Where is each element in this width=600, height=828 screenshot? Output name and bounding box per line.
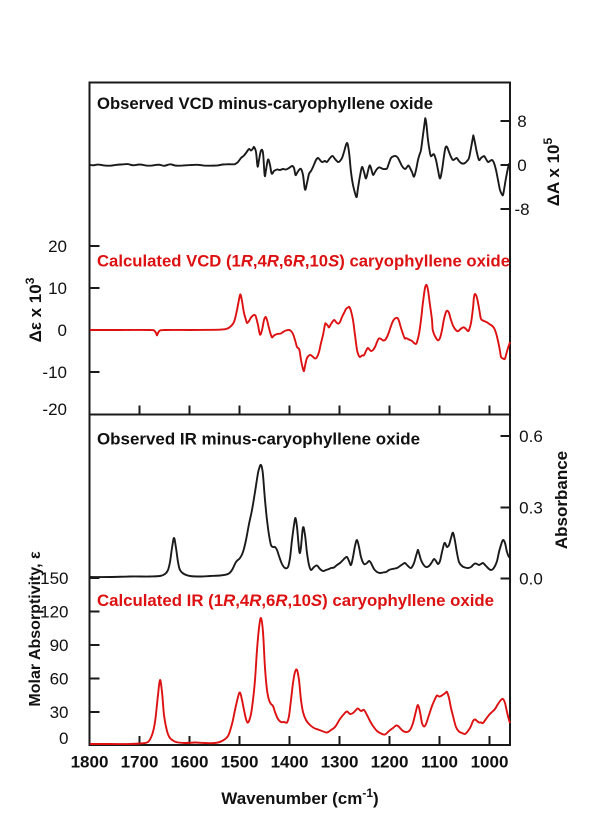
svg-text:Observed IR minus-caryophyllen: Observed IR minus-caryophyllene oxide xyxy=(97,430,420,449)
svg-text:10: 10 xyxy=(48,279,67,298)
svg-text:1500: 1500 xyxy=(221,753,259,772)
svg-text:1700: 1700 xyxy=(121,753,159,772)
svg-text:0: 0 xyxy=(517,156,526,175)
svg-text:Absorbance: Absorbance xyxy=(552,451,571,549)
svg-text:-20: -20 xyxy=(42,400,67,419)
svg-text:ΔA x 105: ΔA x 105 xyxy=(541,138,563,207)
svg-text:1400: 1400 xyxy=(271,753,309,772)
svg-text:8: 8 xyxy=(517,112,526,131)
svg-text:Molar Absorptivity, ε: Molar Absorptivity, ε xyxy=(27,551,44,707)
svg-text:1800: 1800 xyxy=(71,753,109,772)
svg-text:1100: 1100 xyxy=(421,753,458,772)
svg-text:1300: 1300 xyxy=(321,753,359,772)
svg-text:0.0: 0.0 xyxy=(519,570,543,589)
svg-text:-8: -8 xyxy=(514,200,529,219)
svg-text:1200: 1200 xyxy=(371,753,409,772)
svg-text:0.6: 0.6 xyxy=(519,427,543,446)
svg-text:0: 0 xyxy=(58,321,67,340)
svg-text:-10: -10 xyxy=(42,363,67,382)
svg-text:150: 150 xyxy=(40,569,68,588)
svg-text:90: 90 xyxy=(50,636,69,655)
svg-text:0: 0 xyxy=(59,729,68,748)
svg-text:1000: 1000 xyxy=(471,753,509,772)
svg-text:30: 30 xyxy=(50,703,69,722)
svg-text:Observed VCD minus-caryophylle: Observed VCD minus-caryophyllene oxide xyxy=(97,94,433,113)
svg-text:Wavenumber (cm-1): Wavenumber (cm-1) xyxy=(221,786,378,808)
svg-text:120: 120 xyxy=(40,603,68,622)
svg-text:Calculated IR (1R,4R,6R,10S) c: Calculated IR (1R,4R,6R,10S) caryophylle… xyxy=(97,591,494,610)
svg-text:1600: 1600 xyxy=(171,753,209,772)
svg-text:60: 60 xyxy=(50,670,69,689)
svg-text:20: 20 xyxy=(48,237,67,256)
svg-text:Δε x 103: Δε x 103 xyxy=(23,277,45,342)
svg-text:Calculated VCD (1R,4R,6R,10S): Calculated VCD (1R,4R,6R,10S) caryophyll… xyxy=(97,252,510,271)
svg-text:0.3: 0.3 xyxy=(519,499,543,518)
